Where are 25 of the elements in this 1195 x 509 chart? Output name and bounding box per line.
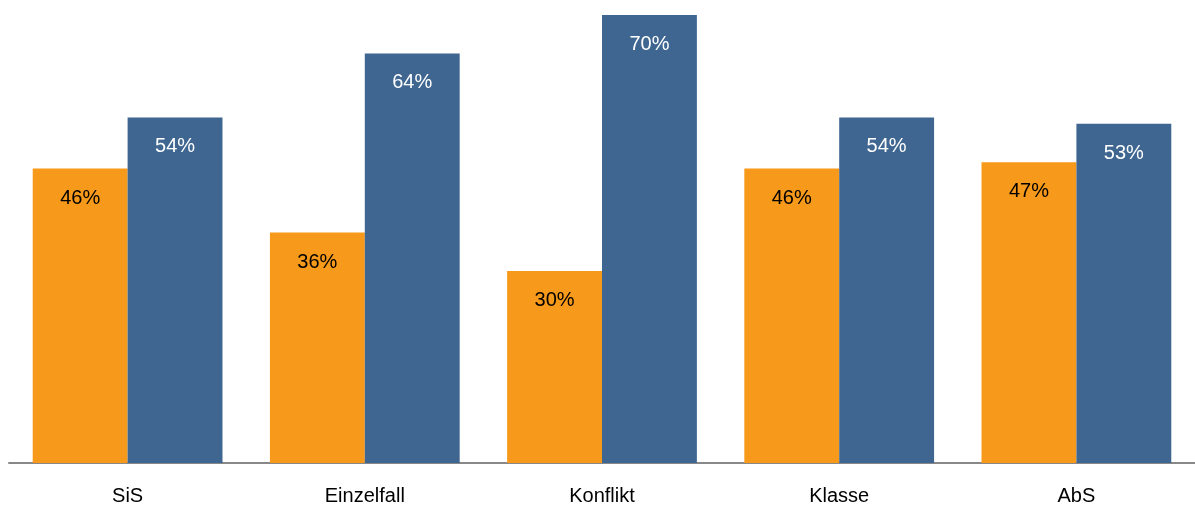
x-tick-label: SiS — [112, 484, 144, 506]
bar — [602, 15, 697, 463]
bar — [507, 271, 602, 463]
data-label: 64% — [392, 70, 433, 93]
bar — [839, 117, 935, 463]
x-tick-label: Klasse — [809, 484, 870, 506]
data-label: 36% — [297, 249, 338, 272]
data-label: 53% — [1103, 140, 1145, 163]
bar — [32, 168, 128, 463]
bar — [744, 168, 840, 463]
data-label: 70% — [629, 32, 670, 54]
x-tick-label: Einzelfall — [324, 484, 405, 506]
x-tick-label: Konflikt — [569, 484, 636, 506]
bar — [981, 162, 1077, 463]
bar — [364, 53, 460, 463]
x-tick-label: AbS — [1057, 484, 1096, 506]
data-label: 30% — [534, 288, 575, 310]
data-label: 46% — [60, 185, 101, 208]
bar — [1076, 123, 1172, 463]
data-label: 47% — [1008, 179, 1050, 202]
data-label: 54% — [155, 134, 196, 157]
bar — [269, 232, 365, 463]
bar — [127, 117, 223, 463]
data-label: 46% — [771, 185, 812, 208]
data-label: 54% — [866, 134, 907, 157]
